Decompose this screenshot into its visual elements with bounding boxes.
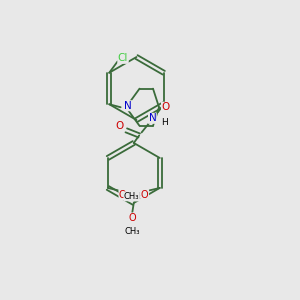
Text: N: N xyxy=(148,113,156,123)
Text: O: O xyxy=(141,190,148,200)
Text: O: O xyxy=(119,190,127,200)
Text: O: O xyxy=(128,213,136,223)
Text: H: H xyxy=(161,118,168,127)
Text: CH₃: CH₃ xyxy=(124,227,140,236)
Text: CH₃: CH₃ xyxy=(128,192,144,201)
Text: O: O xyxy=(161,102,170,112)
Text: N: N xyxy=(124,101,132,111)
Text: O: O xyxy=(115,121,124,131)
Text: CH₃: CH₃ xyxy=(124,192,139,201)
Text: Cl: Cl xyxy=(118,53,128,63)
